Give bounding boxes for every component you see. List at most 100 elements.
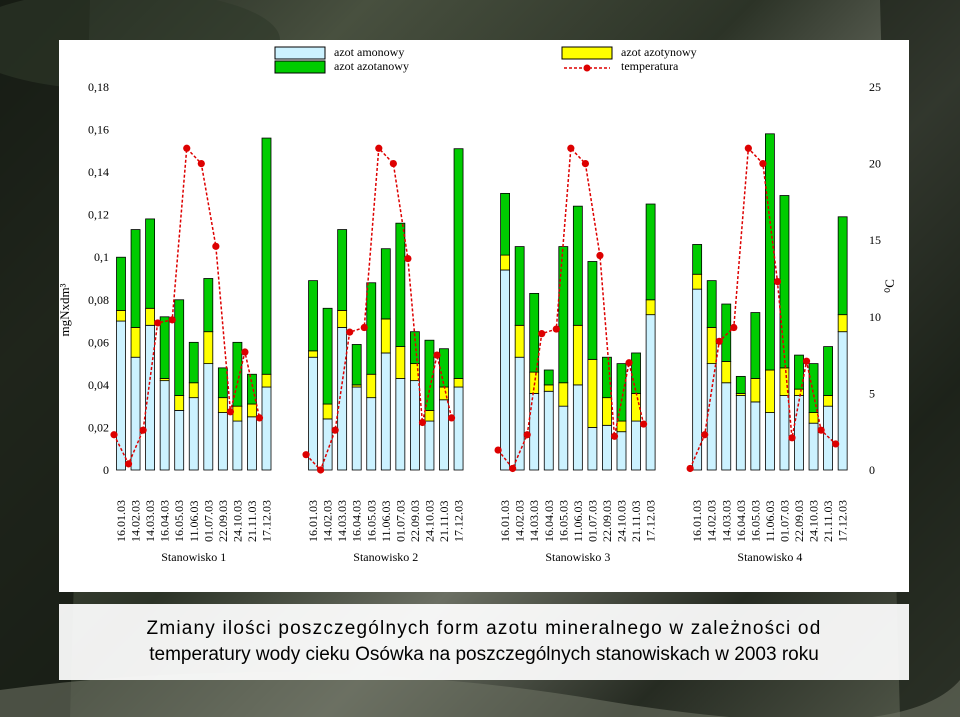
bar-azotanowy — [721, 303, 732, 362]
y2-axis-ticks: 0 5 10 15 20 25 — [869, 80, 881, 477]
bar-amonowy — [261, 386, 272, 471]
bar-amonowy — [837, 331, 848, 471]
bar-amonowy — [409, 380, 420, 471]
bar-azotynowy — [322, 403, 333, 420]
bar-azotynowy — [692, 273, 703, 290]
x-tick-label: 14.03.03 — [335, 500, 349, 542]
y-axis-label-text: mgNxdm³ — [59, 283, 72, 336]
bar-amonowy — [366, 397, 377, 471]
y-tick-label: 0 — [103, 463, 109, 477]
temperature-point — [730, 323, 738, 332]
x-tick-label: 01.07.03 — [777, 500, 791, 542]
bar-amonowy — [794, 395, 804, 471]
bar-azotanowy — [587, 261, 598, 360]
y-tick-label: 0,12 — [88, 208, 109, 222]
y-tick-label: 0,08 — [88, 293, 109, 307]
x-tick-label: 24.10.03 — [615, 500, 629, 542]
x-tick-label: 14.03.03 — [719, 500, 733, 542]
bar-azotanowy — [247, 373, 257, 405]
temperature-point — [701, 431, 709, 439]
bar-amonowy — [337, 327, 348, 471]
temperature-point — [759, 160, 767, 168]
temperature-point — [389, 160, 397, 168]
bar-amonowy — [351, 386, 362, 471]
bar-azotynowy — [232, 405, 243, 422]
x-tick-label: 16.04.03 — [350, 500, 364, 542]
temperature-point — [154, 319, 162, 327]
y2-tick-label: 25 — [869, 80, 881, 94]
temperature-point — [212, 242, 220, 250]
caption-line-2: temperatury wody cieku Osówka na poszcze… — [149, 644, 819, 665]
group-labels: Stanowisko 1 Stanowisko 2 Stanowisko 3 Stan… — [161, 550, 802, 564]
temperature-point — [375, 144, 383, 152]
bar-azotynowy — [395, 346, 406, 379]
bar-azotanowy — [424, 339, 435, 411]
x-tick-label: 21.11.03 — [437, 500, 451, 542]
temperature-point — [567, 144, 575, 152]
bar-azotynowy — [543, 384, 554, 392]
x-tick-label: 16.04.03 — [542, 500, 556, 542]
bar-azotanowy — [322, 307, 333, 405]
temperature-point — [317, 466, 325, 474]
bar-azotanowy — [543, 369, 554, 386]
legend: azot amonowy azot azotanowy azot azotyno… — [274, 45, 697, 74]
bar-amonowy — [424, 420, 435, 471]
temperature-point — [817, 426, 825, 434]
temperature-line — [497, 146, 645, 470]
temperature-point — [433, 351, 441, 359]
x-tick-label: 01.07.03 — [393, 500, 407, 542]
bar-amonowy — [765, 412, 775, 471]
bar-azotynowy — [188, 382, 199, 399]
x-tick-label: 11.06.03 — [187, 500, 201, 542]
temperature-point — [197, 160, 205, 168]
caption-line-1: Zmiany ilości poszczególnych form azotu … — [146, 618, 822, 639]
legend-swatch-amonowy — [274, 46, 326, 60]
y2-tick-label: 10 — [869, 310, 881, 324]
x-tick-label: 11.06.03 — [763, 500, 777, 542]
bar-azotynowy — [174, 395, 185, 411]
bar-amonowy — [217, 412, 228, 471]
bar-amonowy — [692, 288, 703, 471]
bar-azotynowy — [453, 378, 464, 388]
temperature-point — [832, 440, 840, 448]
bar-azotynowy — [721, 361, 732, 384]
temperature-point — [788, 434, 796, 442]
x-tick-label: 16.01.03 — [690, 500, 704, 542]
temperature-point — [773, 277, 782, 286]
temperature-point — [552, 325, 560, 333]
bar-amonowy — [116, 320, 126, 471]
y-tick-label: 0,06 — [88, 335, 109, 349]
y-tick-label: 0,14 — [88, 165, 109, 179]
bar-azotanowy — [174, 299, 185, 396]
bar-azotanowy — [395, 222, 406, 347]
x-tick-label: 24.10.03 — [422, 500, 436, 542]
x-tick-label: 16.01.03 — [498, 500, 512, 542]
bar-azotanowy — [692, 244, 703, 275]
bar-azotanowy — [558, 246, 569, 384]
bar-azotanowy — [261, 137, 272, 375]
bar-azotynowy — [308, 350, 318, 358]
group-label: Stanowisko 2 — [353, 550, 418, 564]
temperature-point — [625, 359, 633, 367]
bars — [116, 133, 848, 471]
temperature-point — [302, 451, 310, 459]
bar-amonowy — [735, 395, 746, 471]
bar-azotanowy — [837, 216, 848, 316]
x-tick-label: 24.10.03 — [807, 500, 821, 542]
bar-amonowy — [130, 356, 141, 471]
bar-azotanowy — [453, 148, 464, 379]
x-tick-label: 21.11.03 — [245, 500, 259, 542]
bar-azotanowy — [572, 205, 583, 326]
x-axis-ticks: 16.01.03 14.02.03 14.03.03 16.04.03 16.05.03… — [114, 500, 850, 542]
bar-amonowy — [750, 401, 761, 471]
bar-amonowy — [232, 420, 243, 471]
bar-azotynowy — [337, 310, 348, 328]
x-tick-label: 14.02.03 — [129, 500, 143, 542]
legend-label-amonowy: azot amonowy — [334, 45, 404, 59]
bar-azotynowy — [794, 388, 804, 396]
temperature-series — [110, 144, 840, 474]
temperature-point — [802, 357, 811, 365]
bar-azotynowy — [765, 369, 775, 413]
x-tick-label: 11.06.03 — [379, 500, 393, 542]
group-label: Stanowisko 1 — [161, 550, 226, 564]
